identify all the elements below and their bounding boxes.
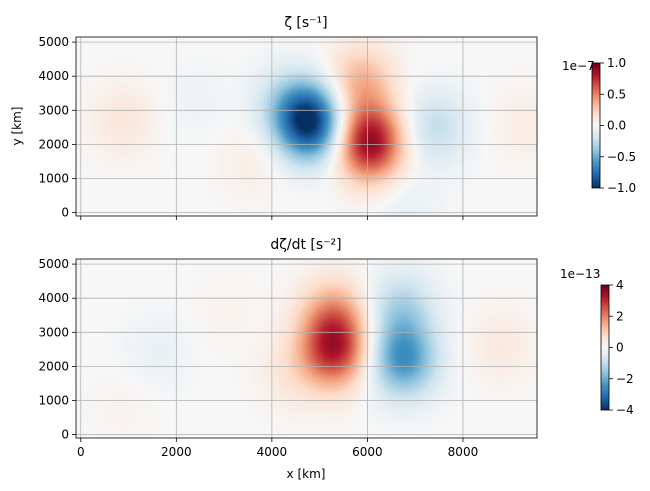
colorbar-offset-label: 1e−13	[560, 267, 600, 281]
x-tick-label: 6000	[352, 445, 383, 459]
y-tick-label: 1000	[38, 393, 69, 407]
x-axis-label: x [km]	[287, 467, 326, 481]
y-tick-label: 5000	[38, 257, 69, 271]
vorticity-heatmap	[76, 37, 537, 216]
chart-title: ζ [s⁻¹]	[284, 15, 327, 31]
colorbar-gradient	[592, 63, 600, 188]
tendency-heatmap	[76, 259, 537, 438]
grid	[76, 259, 537, 438]
y-axis-label: y [km]	[10, 107, 24, 146]
colorbar-tick-label: 2	[616, 309, 624, 323]
colorbar-tick-label: −0.5	[607, 150, 636, 164]
ticks: 0 1000 2000 3000 4000 5000	[38, 35, 464, 220]
tendency-colorbar: 1e−13 −4 −2 0 2 4	[560, 267, 634, 417]
colorbar-tick-label: 0.5	[607, 87, 626, 101]
x-tick-label: 8000	[448, 445, 479, 459]
colorbar-tick-label: 0.0	[607, 119, 626, 133]
vorticity-colorbar: 1e−7 −1.0 −0.5 0.0 0.5 1.0	[562, 56, 636, 195]
grid	[76, 37, 537, 216]
colorbar-gradient	[601, 285, 609, 410]
y-tick-label: 3000	[38, 103, 69, 117]
colorbar-offset-label: 1e−7	[562, 59, 595, 73]
y-tick-label: 0	[61, 428, 69, 442]
vorticity-panel: ζ [s⁻¹] y [km] 0 1000 2000 3000 4000 5000	[10, 15, 538, 220]
y-tick-label: 4000	[38, 291, 69, 305]
y-tick-label: 5000	[38, 35, 69, 49]
x-tick-label: 4000	[257, 445, 288, 459]
y-tick-label: 0	[61, 206, 69, 220]
colorbar-ticks: −4 −2 0 2 4	[609, 278, 634, 417]
colorbar-tick-label: −1.0	[607, 181, 636, 195]
ticks: 0 2000 4000 6000 8000 0 1000 2000 3000 4000 5000	[38, 257, 478, 459]
colorbar-tick-label: 0	[616, 341, 624, 355]
tendency-panel: dζ/dt [s⁻²] x [km] 0 2000 4000 6000 8000 0 100…	[38, 237, 538, 481]
colorbar-tick-label: 4	[616, 278, 624, 292]
x-tick-label: 0	[77, 445, 85, 459]
colorbar-tick-label: 1.0	[607, 56, 626, 70]
x-tick-label: 2000	[161, 445, 192, 459]
y-tick-label: 3000	[38, 325, 69, 339]
y-tick-label: 1000	[38, 171, 69, 185]
y-tick-label: 2000	[38, 137, 69, 151]
plot-frame	[75, 258, 538, 439]
plot-frame	[75, 36, 538, 217]
y-tick-label: 2000	[38, 359, 69, 373]
y-tick-label: 4000	[38, 69, 69, 83]
chart-title: dζ/dt [s⁻²]	[270, 237, 341, 253]
colorbar-ticks: −1.0 −0.5 0.0 0.5 1.0	[600, 56, 636, 195]
colorbar-tick-label: −2	[616, 372, 634, 386]
colorbar-tick-label: −4	[616, 403, 634, 417]
